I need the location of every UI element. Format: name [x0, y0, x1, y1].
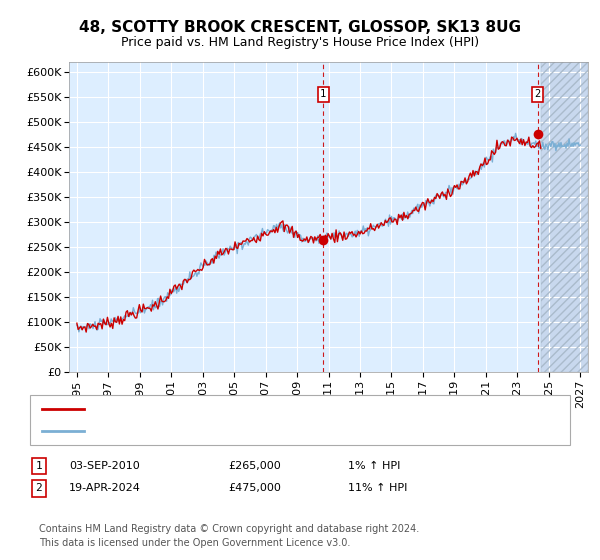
Text: £475,000: £475,000 [228, 483, 281, 493]
Text: 48, SCOTTY BROOK CRESCENT, GLOSSOP, SK13 8UG: 48, SCOTTY BROOK CRESCENT, GLOSSOP, SK13… [79, 20, 521, 35]
Text: 03-SEP-2010: 03-SEP-2010 [69, 461, 140, 471]
Text: 11% ↑ HPI: 11% ↑ HPI [348, 483, 407, 493]
Text: Price paid vs. HM Land Registry's House Price Index (HPI): Price paid vs. HM Land Registry's House … [121, 36, 479, 49]
Text: £265,000: £265,000 [228, 461, 281, 471]
Text: 1% ↑ HPI: 1% ↑ HPI [348, 461, 400, 471]
Polygon shape [541, 62, 588, 372]
Text: Contains HM Land Registry data © Crown copyright and database right 2024.
This d: Contains HM Land Registry data © Crown c… [39, 524, 419, 548]
Text: 48, SCOTTY BROOK CRESCENT, GLOSSOP, SK13 8UG (detached house): 48, SCOTTY BROOK CRESCENT, GLOSSOP, SK13… [93, 404, 489, 414]
Text: 2: 2 [35, 483, 43, 493]
Text: 1: 1 [320, 89, 326, 99]
Text: 19-APR-2024: 19-APR-2024 [69, 483, 141, 493]
Text: 1: 1 [35, 461, 43, 471]
Text: 2: 2 [535, 89, 541, 99]
Text: HPI: Average price, detached house, High Peak: HPI: Average price, detached house, High… [93, 426, 355, 436]
